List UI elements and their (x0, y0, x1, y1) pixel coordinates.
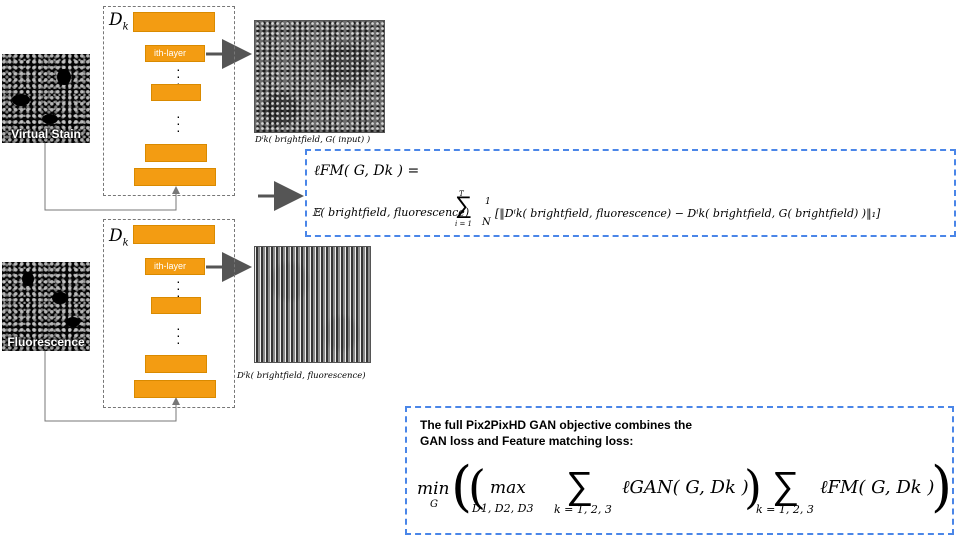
fm-expectation: 𝔼( brightfield, fluorescence) (312, 206, 470, 219)
d-top-layer-5 (134, 168, 216, 186)
d-bottom-layer-3 (151, 297, 201, 314)
vertical-ellipsis-top-2: · · · (176, 108, 181, 138)
fm-sum-symbol: ∑ (455, 192, 473, 219)
fm-sum-bottom: i = 1 (455, 220, 473, 228)
objective-fm-term: ℓFM( G, Dk ) (820, 477, 935, 498)
objective-min: min (417, 479, 450, 499)
discriminator-box-bottom (103, 219, 235, 408)
objective-text-line-2: GAN loss and Feature matching loss: (420, 434, 634, 448)
fluorescence-label: Fluorescence (7, 335, 85, 349)
d-bottom-layer-1 (133, 225, 215, 244)
objective-sum-gan-sub: k = 1, 2, 3 (554, 503, 612, 516)
objective-inner-paren-close: ) (744, 460, 762, 514)
discriminator-label-top: Dk (109, 10, 129, 33)
objective-outer-paren-open: ( (451, 455, 473, 518)
ith-layer-label-bottom: ith-layer (154, 261, 187, 271)
objective-text-line-1: The full Pix2PixHD GAN objective combine… (420, 418, 693, 432)
objective-sum-fm-sub: k = 1, 2, 3 (756, 503, 814, 516)
discriminator-box-top (103, 6, 235, 196)
fm-frac-den: N (482, 217, 491, 228)
d-top-layer-4 (145, 144, 207, 162)
fm-loss-box (305, 149, 956, 237)
d-bottom-ith-layer: ith-layer (145, 258, 205, 275)
d-bottom-layer-5 (134, 380, 216, 398)
fluorescence-image: Fluorescence (2, 262, 90, 351)
feature-caption-bottom: Dⁱk( brightfield, fluorescence) (237, 371, 366, 381)
ith-layer-label-top: ith-layer (154, 48, 187, 58)
feature-map-real (254, 246, 371, 363)
fm-loss-body: [‖Dⁱk( brightfield, fluorescence) − Dⁱk(… (495, 207, 881, 220)
fm-loss-lhs: ℓFM( G, Dk ) = (314, 163, 420, 179)
virtual-stain-label: Virtual Stain (11, 127, 81, 141)
d-bottom-layer-4 (145, 355, 207, 373)
vertical-ellipsis-bottom-1: · · · (176, 273, 181, 303)
objective-max: max (490, 478, 526, 498)
d-top-ith-layer: ith-layer (145, 45, 205, 62)
vertical-ellipsis-bottom-2: · · · (176, 320, 181, 350)
feature-caption-top: Dⁱk( brightfield, G( input) ) (255, 135, 371, 145)
top-input-connector (44, 143, 180, 211)
fm-sum-top: T (459, 190, 464, 198)
d-top-layer-1 (133, 12, 215, 32)
feature-map-generated (254, 20, 385, 133)
vertical-ellipsis-top-1: · · · (176, 61, 181, 91)
objective-box (405, 406, 954, 535)
objective-outer-paren-close: ) (931, 455, 953, 518)
objective-min-sub: G (430, 499, 438, 510)
objective-sum-fm: ∑ (772, 465, 800, 507)
virtual-stain-image: Virtual Stain (2, 54, 90, 143)
objective-sum-gan: ∑ (566, 465, 594, 507)
bottom-input-connector (44, 351, 180, 422)
fm-frac-num: 1 (485, 197, 491, 207)
discriminator-label-bottom: Dk (109, 226, 129, 249)
objective-max-sub: D1, D2, D3 (472, 502, 534, 515)
objective-inner-paren-open: ( (468, 460, 486, 514)
objective-gan-term: ℓGAN( G, Dk ) (622, 477, 749, 498)
d-top-layer-3 (151, 84, 201, 101)
